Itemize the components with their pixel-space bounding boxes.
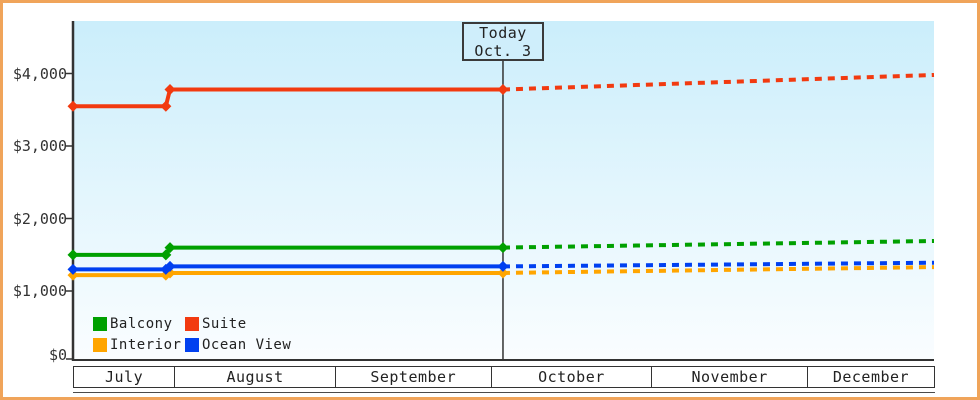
marker-balcony <box>67 249 79 261</box>
chart-canvas <box>66 21 935 361</box>
month-cell-september: September <box>334 366 492 388</box>
marker-balcony <box>497 242 509 254</box>
legend-label-suite: Suite <box>202 315 247 332</box>
series-projection-ocean-view <box>502 260 935 269</box>
marker-suite <box>160 100 172 112</box>
series-history-suite <box>71 87 505 109</box>
marker-ocean-view <box>497 260 509 272</box>
month-cell-december: December <box>806 366 935 388</box>
marker-ocean-view <box>67 263 79 275</box>
legend-swatch-interior <box>93 337 107 352</box>
marker-suite <box>497 84 509 96</box>
series-history-balcony <box>71 245 505 257</box>
legend-item-interior: Interior <box>93 336 182 353</box>
y-axis-label-4000: $4,000 <box>12 64 67 83</box>
series-projection-suite <box>502 72 935 92</box>
today-label: Today <box>479 23 527 42</box>
marker-suite <box>67 100 79 112</box>
marker-balcony <box>160 249 172 261</box>
legend-label-interior: Interior <box>110 336 182 353</box>
series-projection-balcony <box>502 238 935 250</box>
marker-interior <box>497 267 509 279</box>
marker-ocean-view <box>164 260 176 272</box>
marker-suite <box>164 84 176 96</box>
month-cell-july: July <box>73 366 176 388</box>
series-history-interior <box>71 270 505 278</box>
month-cell-october: October <box>490 366 653 388</box>
marker-interior <box>67 269 79 281</box>
legend-swatch-balcony <box>93 316 107 331</box>
y-axis-label-1000: $1,000 <box>12 282 67 300</box>
x-axis-subline <box>73 392 935 393</box>
legend-swatch-ocean-view <box>185 337 199 352</box>
legend-swatch-suite <box>185 316 199 331</box>
legend-label-balcony: Balcony <box>110 315 173 332</box>
marker-balcony <box>164 242 176 254</box>
legend-item-balcony: Balcony <box>93 315 173 332</box>
today-marker-box: Today Oct. 3 <box>461 22 544 61</box>
y-axis-label-0: $0 <box>48 346 67 364</box>
y-axis-label-3000: $3,000 <box>12 137 67 155</box>
legend-item-ocean-view: Ocean View <box>185 336 292 353</box>
today-date: Oct. 3 <box>474 41 532 60</box>
series-projection-interior <box>502 265 935 275</box>
y-axis-label-2000: $2,000 <box>12 209 67 228</box>
legend-label-ocean-view: Ocean View <box>202 336 292 353</box>
month-cell-november: November <box>651 366 808 388</box>
legend-item-suite: Suite <box>185 315 247 332</box>
month-cell-august: August <box>174 366 336 388</box>
